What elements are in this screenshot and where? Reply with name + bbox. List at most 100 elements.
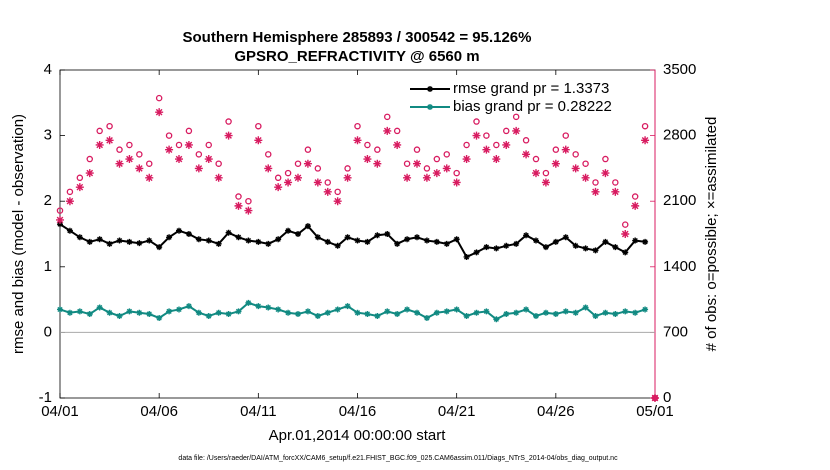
- x-tick-label: 04/06: [140, 403, 178, 420]
- marker: [313, 178, 322, 187]
- marker: [106, 122, 113, 130]
- marker: [334, 306, 341, 313]
- marker: [205, 313, 212, 319]
- marker: [185, 303, 192, 310]
- marker: [433, 309, 440, 316]
- marker: [383, 113, 391, 121]
- marker: [354, 122, 361, 130]
- marker: [502, 127, 510, 135]
- marker: [632, 237, 639, 244]
- marker: [344, 234, 351, 241]
- marker: [483, 244, 490, 251]
- marker: [304, 308, 311, 315]
- marker: [126, 141, 133, 149]
- marker: [394, 240, 401, 247]
- marker: [285, 227, 292, 234]
- marker: [294, 160, 302, 167]
- marker: [571, 164, 580, 173]
- y-tick-label: 1: [44, 258, 52, 275]
- marker: [443, 240, 450, 247]
- marker: [523, 232, 530, 239]
- x-tick-label: 04/21: [438, 403, 476, 420]
- marker: [255, 238, 262, 245]
- marker: [265, 304, 272, 311]
- marker: [353, 136, 362, 145]
- marker: [403, 160, 411, 167]
- marker: [244, 206, 253, 215]
- marker: [146, 311, 153, 318]
- y2-axis-label: # of obs: o=possible; ×=assimilated: [703, 117, 720, 352]
- marker: [195, 151, 203, 158]
- marker: [76, 308, 83, 315]
- marker: [354, 309, 361, 316]
- marker: [96, 127, 103, 135]
- marker: [56, 207, 64, 214]
- marker: [592, 313, 599, 319]
- y-tick-label: 4: [44, 61, 52, 78]
- marker: [561, 145, 570, 154]
- y-tick-label: 3: [44, 127, 52, 144]
- marker: [333, 197, 342, 206]
- marker: [621, 230, 630, 238]
- marker: [572, 151, 579, 158]
- marker: [96, 236, 103, 243]
- marker: [641, 122, 649, 130]
- marker: [513, 240, 520, 247]
- marker: [56, 215, 64, 224]
- marker: [453, 236, 460, 243]
- marker: [295, 231, 301, 237]
- marker: [106, 240, 113, 247]
- marker: [582, 304, 589, 311]
- marker: [631, 193, 639, 200]
- marker: [65, 197, 74, 206]
- marker: [95, 140, 104, 149]
- marker: [234, 201, 243, 210]
- marker: [145, 173, 154, 182]
- marker: [364, 311, 371, 318]
- marker: [363, 155, 372, 164]
- marker: [642, 306, 649, 313]
- marker: [542, 169, 550, 177]
- marker: [215, 160, 222, 167]
- marker: [384, 308, 391, 315]
- marker: [512, 113, 520, 121]
- legend-label: bias grand pr = 0.28222: [453, 98, 612, 115]
- marker: [284, 169, 292, 177]
- marker: [334, 188, 341, 196]
- marker: [582, 245, 589, 252]
- marker: [483, 132, 490, 139]
- marker: [502, 140, 511, 149]
- marker: [631, 201, 640, 210]
- marker: [551, 159, 560, 168]
- chart-subtitle: GPSRO_REFRACTIVITY @ 6560 m: [234, 48, 479, 65]
- marker: [195, 236, 202, 243]
- marker: [533, 313, 539, 319]
- marker: [443, 151, 450, 158]
- marker: [265, 240, 272, 247]
- marker: [314, 313, 321, 319]
- marker: [343, 173, 352, 182]
- marker: [184, 140, 193, 149]
- marker: [275, 236, 282, 243]
- marker: [552, 238, 559, 245]
- marker: [473, 118, 480, 125]
- y2-tick-label: 1400: [663, 258, 696, 275]
- plot-area: [59, 69, 656, 399]
- marker: [284, 178, 293, 187]
- marker: [602, 238, 609, 245]
- marker: [195, 309, 202, 316]
- marker: [414, 309, 420, 316]
- marker: [264, 151, 272, 158]
- marker: [542, 309, 549, 316]
- marker: [552, 146, 560, 153]
- marker: [66, 227, 73, 234]
- x-tick-label: 04/26: [537, 403, 575, 420]
- marker: [136, 151, 143, 158]
- marker: [453, 306, 460, 313]
- marker: [413, 159, 421, 168]
- marker: [364, 238, 371, 245]
- y2-tick-label: 700: [663, 323, 688, 340]
- marker: [96, 304, 103, 311]
- legend-marker: [427, 104, 433, 110]
